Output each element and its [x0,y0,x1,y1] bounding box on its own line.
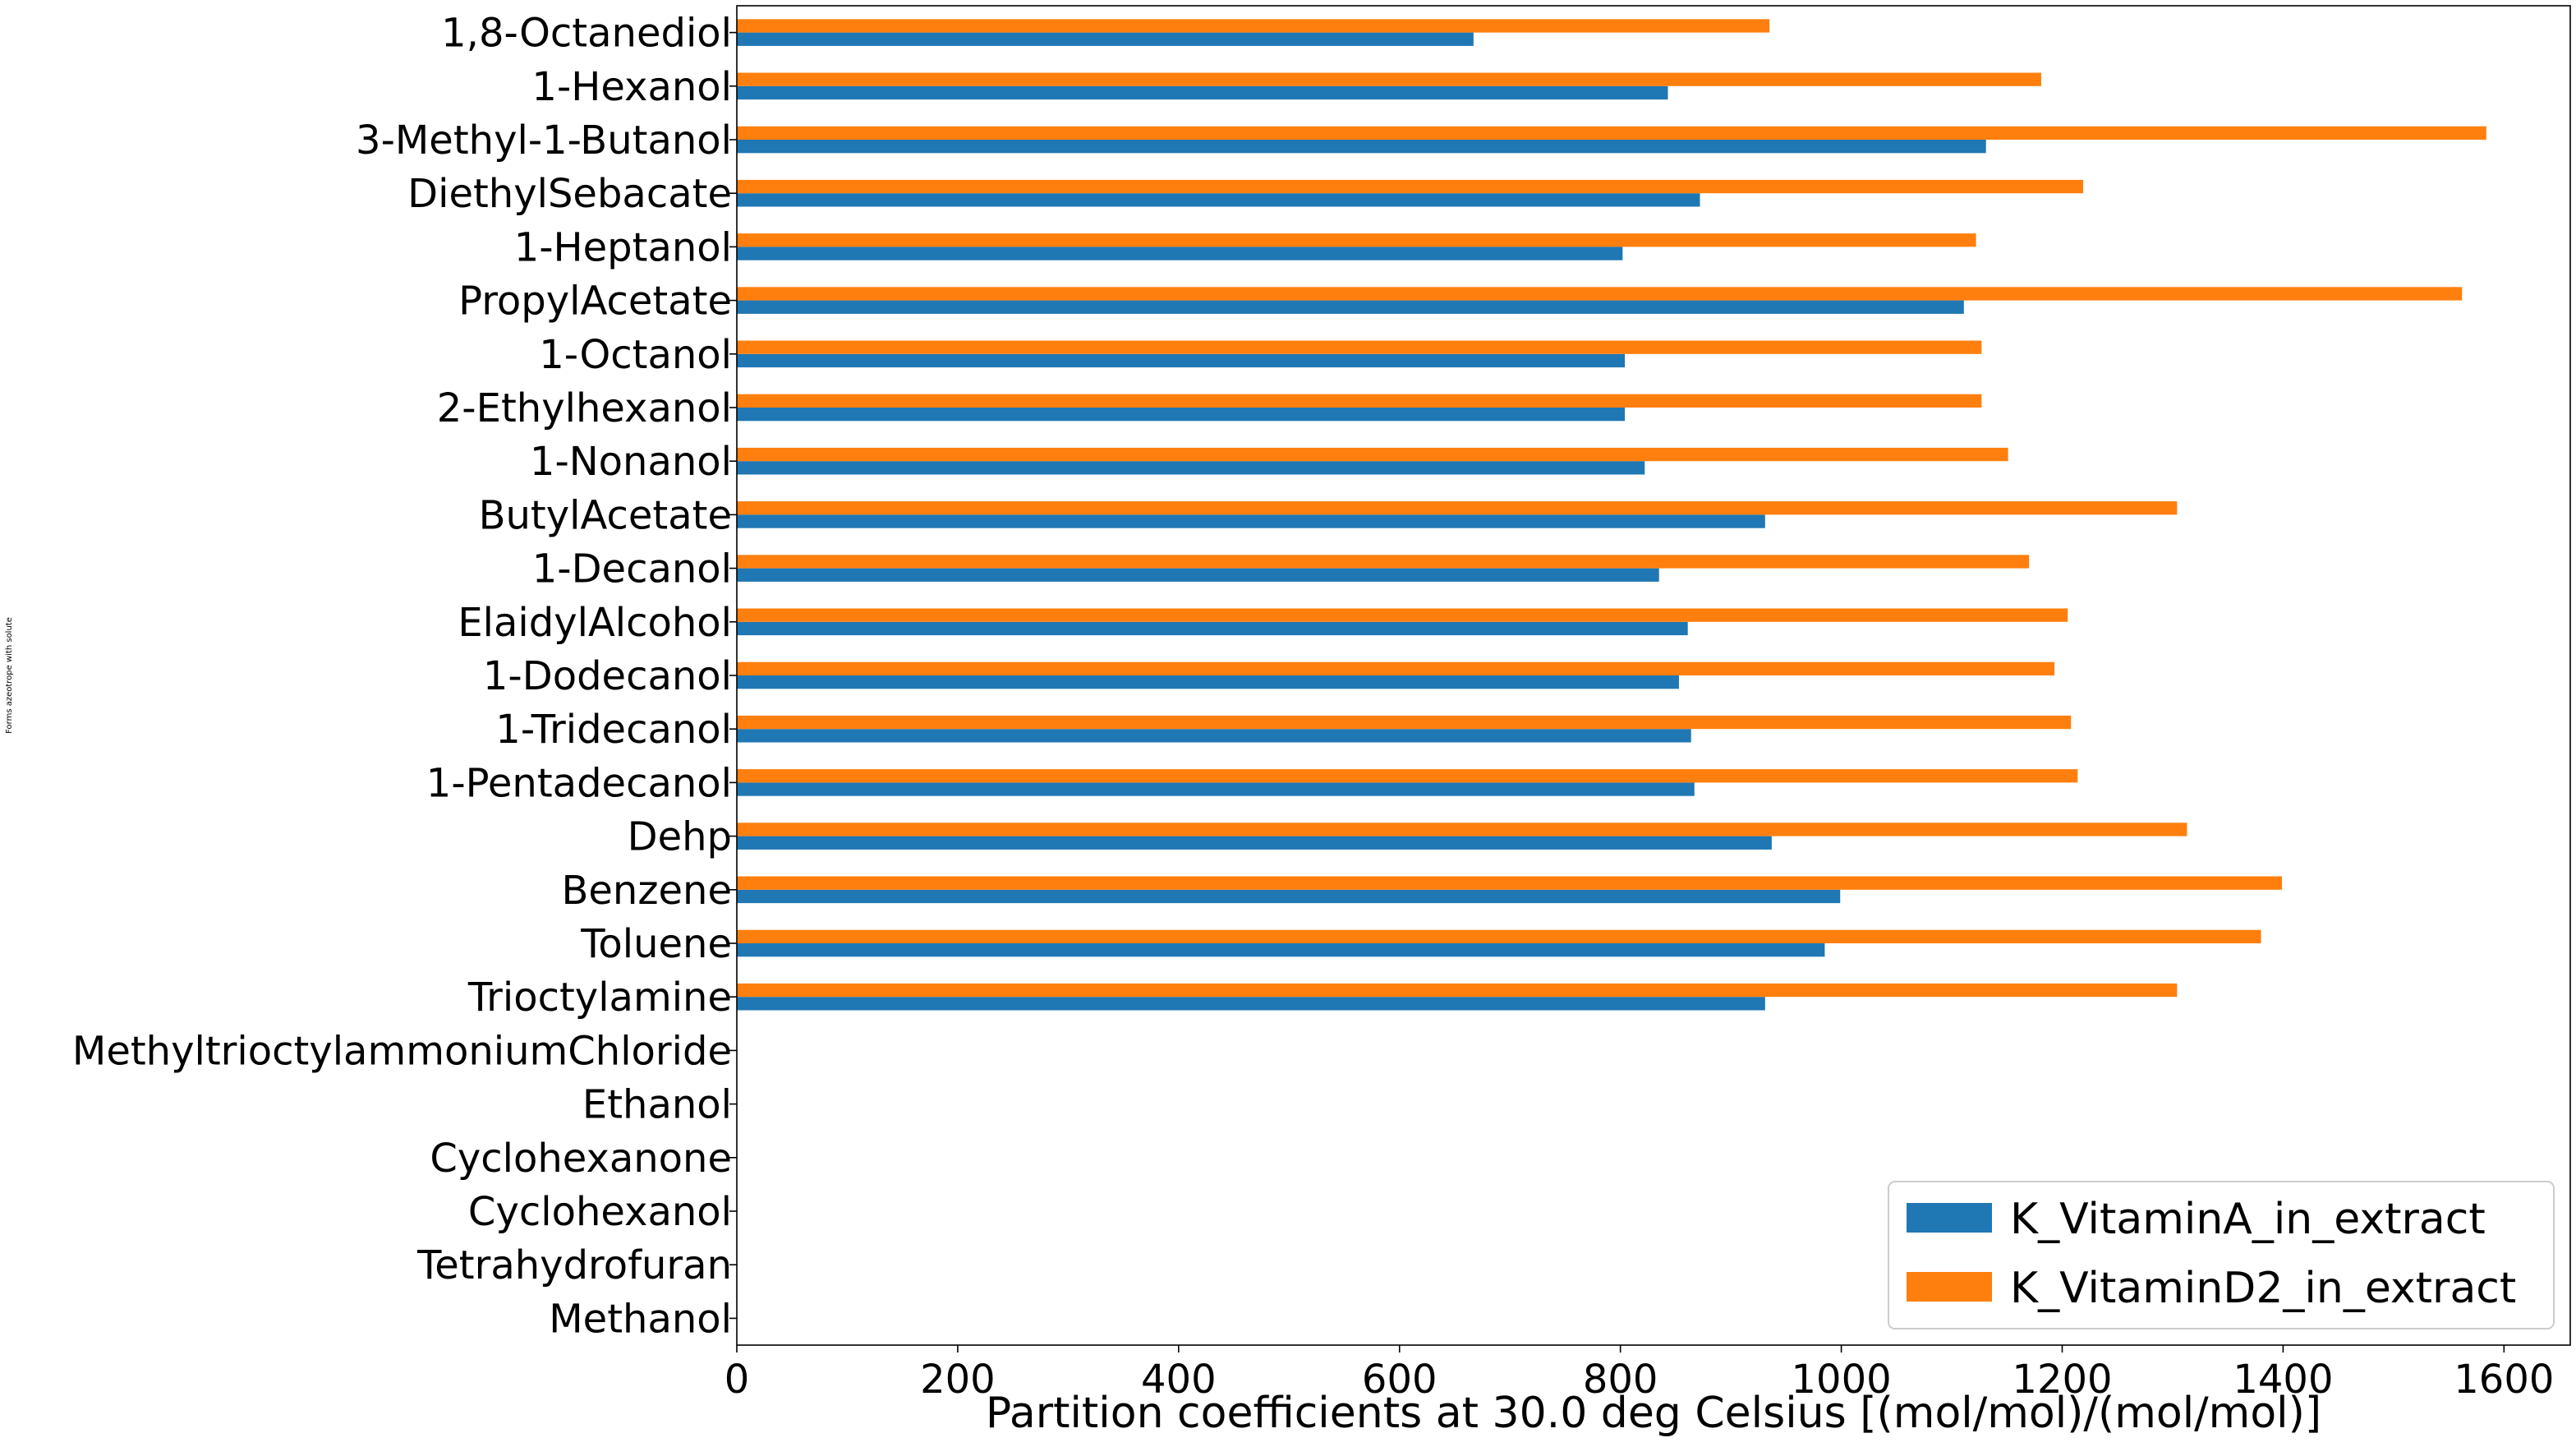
bar-K_VitaminA_in_extract-2 [737,140,1986,154]
y-tick-label: ElaidylAlcohol [458,600,732,646]
x-tick-label: 400 [1141,1357,1217,1403]
x-tick-label: 1200 [2012,1357,2112,1403]
bar-K_VitaminD2_in_extract-13 [737,715,2072,730]
y-tick-label: ButylAcetate [479,492,732,538]
y-tick-label: MethyltrioctylammoniumChloride [72,1028,732,1074]
y-tick-label: 3-Methyl-1-Butanol [356,118,732,164]
bar-K_VitaminA_in_extract-10 [737,568,1659,582]
y-axis-label: Forms azeotrope with solute [5,617,14,734]
bar-K_VitaminD2_in_extract-17 [737,929,2261,943]
bar-K_VitaminD2_in_extract-16 [737,876,2283,890]
bar-K_VitaminA_in_extract-13 [737,729,1691,743]
y-tick-label: DiethylSebacate [407,171,732,217]
y-tick-label: Dehp [628,814,732,860]
y-tick-label: 1-Dodecanol [483,653,732,699]
y-tick-label: 1-Pentadecanol [426,760,732,806]
bar-K_VitaminD2_in_extract-12 [737,661,2055,675]
legend-swatch [1907,1272,1992,1302]
legend-label: K_VitaminD2_in_extract [2010,1264,2516,1313]
bar-K_VitaminD2_in_extract-8 [737,447,2008,462]
bar-K_VitaminA_in_extract-0 [737,32,1474,46]
bar-K_VitaminA_in_extract-15 [737,836,1772,850]
bar-K_VitaminD2_in_extract-11 [737,608,2068,622]
bar-K_VitaminD2_in_extract-10 [737,555,2030,569]
bar-K_VitaminA_in_extract-8 [737,461,1645,475]
legend-box [1888,1181,2555,1329]
y-tick-label: 1,8-Octanediol [441,11,732,57]
bars-group [737,19,2486,1011]
bar-K_VitaminD2_in_extract-6 [737,340,1982,354]
y-tick-label: Benzene [561,868,732,914]
bar-K_VitaminD2_in_extract-2 [737,126,2486,140]
bar-K_VitaminA_in_extract-3 [737,193,1700,207]
bar-K_VitaminD2_in_extract-9 [737,501,2178,515]
x-tick-label: 1400 [2233,1357,2333,1403]
y-tick-label: Cyclohexanol [468,1189,732,1235]
y-tick-label: 1-Heptanol [514,224,732,270]
bar-K_VitaminD2_in_extract-18 [737,983,2178,998]
bar-K_VitaminA_in_extract-6 [737,353,1626,368]
x-axis-ticks: 0 200 400 600 800 1000 1200 1400 1600 [724,1345,2554,1403]
x-tick-label: 1000 [1792,1357,1892,1403]
bar-K_VitaminA_in_extract-14 [737,782,1695,796]
bar-K_VitaminA_in_extract-4 [737,247,1623,260]
y-tick-label: 1-Nonanol [530,439,732,485]
bar-K_VitaminA_in_extract-11 [737,621,1688,636]
y-tick-label: Cyclohexanone [430,1136,732,1182]
x-tick-label: 0 [724,1357,750,1403]
y-axis-ticks: 1,8-Octanediol 1-Hexanol 3-Methyl-1-Butano… [72,11,737,1342]
bar-K_VitaminD2_in_extract-7 [737,394,1982,408]
bar-K_VitaminD2_in_extract-5 [737,287,2463,301]
legend-swatch [1907,1203,1992,1233]
bar-K_VitaminA_in_extract-7 [737,408,1626,422]
y-tick-label: 2-Ethylhexanol [437,385,732,431]
y-tick-label: 1-Decanol [532,546,732,592]
x-tick-label: 800 [1583,1357,1658,1403]
bar-K_VitaminD2_in_extract-3 [737,179,2084,194]
bar-K_VitaminA_in_extract-5 [737,300,1964,314]
y-tick-label: PropylAcetate [458,279,732,325]
x-tick-label: 600 [1362,1357,1438,1403]
y-tick-label: 1-Octanol [539,332,732,378]
x-axis-label: Partition coefficients at 30.0 deg Celsi… [986,1389,2321,1438]
bar-K_VitaminA_in_extract-17 [737,943,1825,957]
bar-K_VitaminD2_in_extract-4 [737,233,1976,247]
bar-K_VitaminA_in_extract-16 [737,889,1841,904]
bar-K_VitaminD2_in_extract-0 [737,19,1770,33]
y-tick-label: 1-Hexanol [531,64,732,110]
bar-K_VitaminD2_in_extract-15 [737,823,2187,836]
y-tick-label: Ethanol [582,1082,732,1128]
bar-K_VitaminA_in_extract-18 [737,997,1765,1011]
x-tick-label: 200 [920,1357,996,1403]
bar-K_VitaminD2_in_extract-14 [737,769,2078,783]
y-tick-label: 1-Tridecanol [495,707,732,753]
y-tick-label: Trioctylamine [467,975,732,1021]
x-tick-label: 1600 [2454,1357,2554,1403]
bar-K_VitaminA_in_extract-12 [737,675,1679,689]
y-tick-label: Methanol [549,1296,732,1342]
y-tick-label: Tetrahydrofuran [416,1242,732,1288]
bar-K_VitaminA_in_extract-1 [737,85,1668,100]
bar-K_VitaminA_in_extract-9 [737,514,1765,528]
legend-label: K_VitaminA_in_extract [2010,1195,2486,1244]
legend: K_VitaminA_in_extract K_VitaminD2_in_extr… [1888,1181,2555,1329]
y-tick-label: Toluene [580,921,732,967]
bar-K_VitaminD2_in_extract-1 [737,72,2041,86]
